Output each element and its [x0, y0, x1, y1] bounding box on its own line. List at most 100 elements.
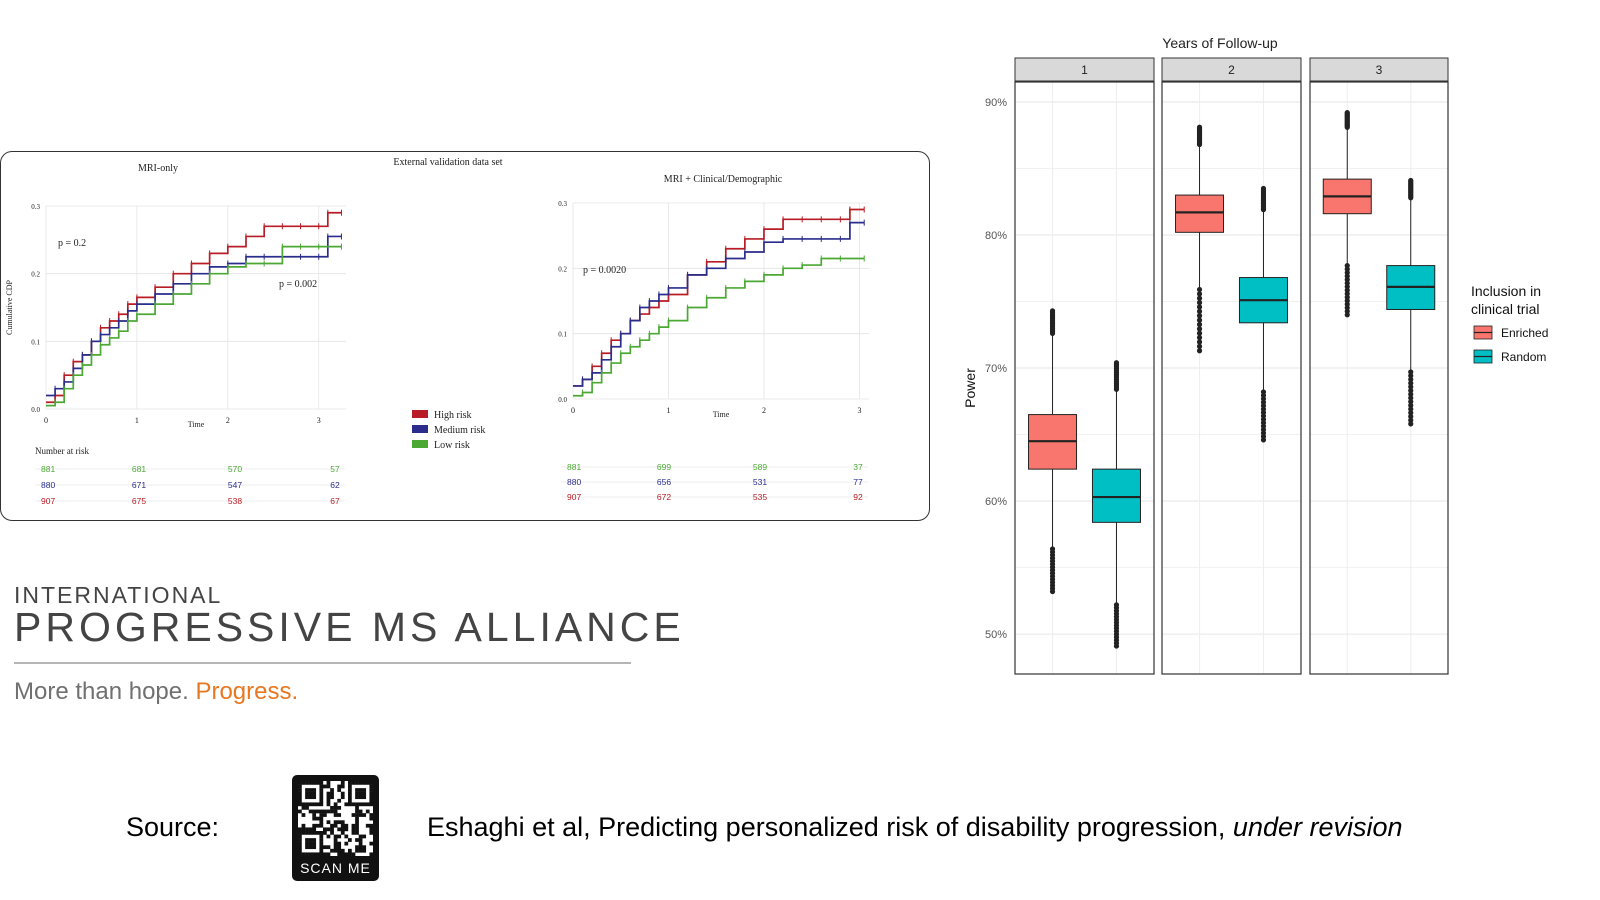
outlier-random-3 — [1408, 391, 1414, 397]
km-x-tick-label: 0 — [571, 406, 575, 415]
outlier-enriched-2 — [1196, 304, 1203, 310]
risk-table-cell: 67 — [330, 496, 340, 506]
qr-module — [369, 802, 374, 807]
qr-module — [369, 831, 374, 835]
km-subplot-2: MRI + Clinical/Demographic 0.0 0.1 0.2 0.3 0 1… — [558, 174, 869, 502]
outlier-enriched-2 — [1196, 317, 1203, 323]
qr-module — [298, 795, 302, 800]
km-p-value: p = 0.0020 — [583, 265, 626, 276]
km-legend-swatch — [412, 440, 428, 448]
qr-module — [298, 798, 302, 803]
qr-module — [330, 809, 334, 814]
qr-module — [340, 848, 345, 853]
qr-module — [308, 788, 313, 792]
facet-frame — [1161, 81, 1302, 675]
km-x-tick-label: 1 — [666, 406, 670, 415]
qr-module — [369, 841, 374, 846]
qr-module — [319, 813, 324, 817]
logo-tagline-accent: Progress. — [195, 678, 299, 705]
qr-module — [337, 848, 342, 853]
qr-module — [319, 831, 324, 835]
km-legend-swatch — [412, 425, 428, 433]
km-y-tick-label: 0.1 — [558, 331, 567, 339]
risk-table-cell: 589 — [753, 462, 767, 472]
qr-module — [319, 791, 324, 796]
km-overall-title: External validation data set — [393, 157, 502, 168]
risk-table-cell: 535 — [753, 492, 767, 502]
qr-module — [337, 834, 342, 839]
qr-module — [305, 852, 309, 857]
km-x-tick-label: 3 — [317, 416, 321, 425]
km-x-axis-label: Time — [188, 420, 205, 429]
qr-module — [362, 845, 367, 850]
qr-module — [323, 809, 327, 814]
qr-module — [351, 831, 356, 835]
qr-module — [315, 781, 320, 785]
qr-module — [355, 781, 359, 785]
km-x-tick-label: 3 — [857, 406, 861, 415]
qr-module — [326, 798, 331, 803]
boxplot-y-tick-label: 50% — [985, 629, 1007, 641]
qr-module — [308, 791, 313, 796]
qr-module — [298, 791, 302, 796]
boxplot-facet-1: 1 — [1014, 57, 1155, 675]
qr-module — [330, 791, 334, 796]
logo-line-main: PROGRESSIVE MS ALLIANCE — [14, 604, 685, 650]
risk-table-cell: 62 — [330, 480, 340, 490]
qr-module — [355, 838, 359, 842]
qr-module — [337, 813, 342, 817]
qr-module — [355, 813, 359, 817]
qr-module — [305, 845, 309, 850]
qr-module — [326, 827, 331, 832]
risk-table-cell: 681 — [132, 464, 146, 474]
qr-module — [319, 798, 324, 803]
outlier-random-3 — [1408, 421, 1414, 427]
qr-module — [326, 781, 331, 785]
qr-module — [337, 845, 342, 850]
qr-module — [355, 845, 359, 850]
outlier-enriched-2 — [1196, 291, 1203, 297]
qr-code[interactable]: SCAN ME — [292, 775, 379, 881]
qr-module — [298, 809, 302, 814]
qr-module — [333, 838, 338, 842]
qr-module — [298, 852, 302, 857]
qr-module — [323, 831, 327, 835]
qr-module — [312, 831, 317, 835]
qr-module — [308, 827, 313, 832]
qr-module — [305, 841, 309, 846]
qr-module — [312, 813, 317, 817]
qr-module — [340, 827, 345, 832]
qr-module — [355, 802, 359, 807]
qr-module — [348, 852, 352, 857]
qr-module — [355, 816, 359, 821]
qr-module — [355, 806, 359, 810]
facet-strip-label: 2 — [1228, 63, 1235, 77]
risk-table-cell: 656 — [657, 477, 671, 487]
km-chart-panel: External validation data set MRI-only 0.0 0… — [0, 151, 930, 521]
risk-table-cell: 672 — [657, 492, 671, 502]
facet-strip — [1014, 57, 1155, 82]
qr-module — [312, 816, 317, 821]
outlier-random-3 — [1408, 384, 1414, 390]
outlier-enriched-2 — [1196, 343, 1203, 349]
risk-table-cell: 538 — [228, 496, 242, 506]
km-y-tick-label: 0.1 — [31, 338, 40, 346]
qr-module — [298, 838, 302, 842]
qr-module — [333, 809, 338, 814]
logo-divider — [14, 662, 631, 664]
outlier-random-3 — [1408, 406, 1414, 412]
qr-module — [308, 841, 313, 846]
qr-module — [340, 781, 345, 785]
risk-table-cell: 880 — [567, 477, 581, 487]
qr-module — [308, 845, 313, 850]
qr-module — [326, 809, 331, 814]
qr-module — [305, 802, 309, 807]
qr-module — [312, 823, 317, 828]
qr-module — [355, 831, 359, 835]
outlier-random-3 — [1408, 417, 1414, 423]
qr-module — [351, 781, 356, 785]
qr-module — [362, 813, 367, 817]
km-y-tick-label: 0.2 — [558, 265, 567, 273]
qr-module — [308, 781, 313, 785]
qr-module — [319, 834, 324, 839]
